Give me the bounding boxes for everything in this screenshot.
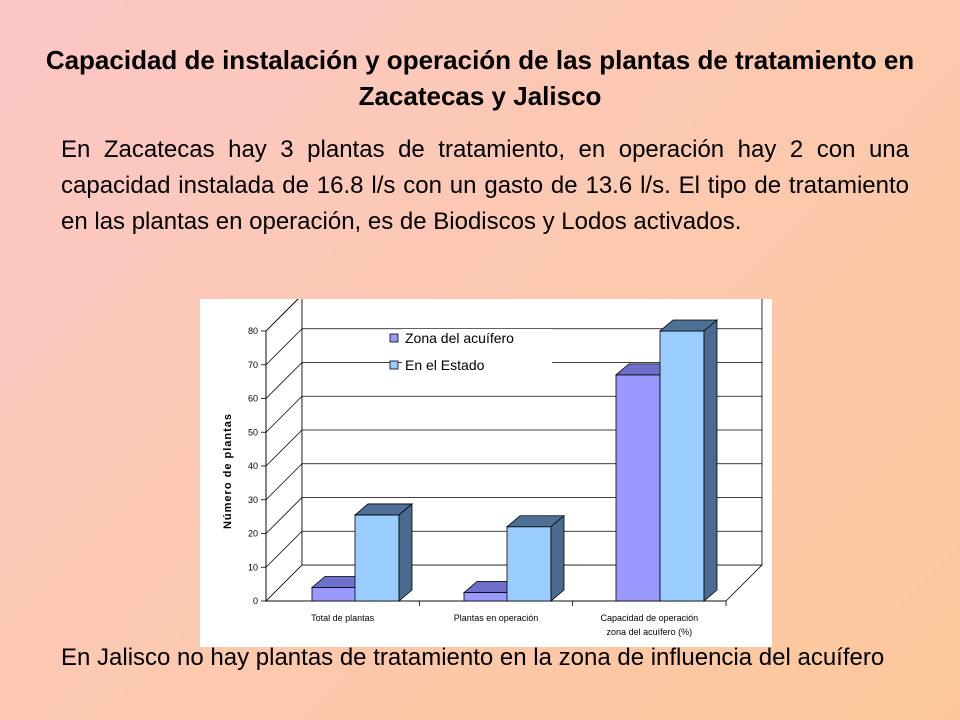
x-category-label: Plantas en operación	[454, 613, 539, 623]
legend-swatch	[389, 360, 399, 370]
x-category-label: Capacidad de operación	[601, 613, 699, 623]
gridline	[265, 362, 762, 399]
y-tick-label: 20	[248, 529, 258, 539]
y-tick-label: 30	[248, 495, 258, 505]
gridline	[265, 395, 762, 433]
gridline	[265, 429, 762, 467]
chart-side-wall	[265, 299, 303, 602]
y-tick-label: 70	[248, 360, 258, 370]
legend-label: En el Estado	[405, 357, 485, 373]
y-tick-label: 40	[248, 461, 258, 471]
gridline	[265, 497, 762, 534]
gridline	[265, 299, 299, 332]
bar-front	[615, 374, 661, 602]
chart-canvas: 0 10 20 30 40 50 60 70 80 Número de plantas Total …	[222, 299, 763, 637]
bar-front	[311, 587, 357, 602]
gridline	[265, 328, 762, 366]
zacatecas-paragraph: En Zacatecas hay 3 plantas de tratamient…	[61, 136, 909, 235]
y-tick-label: 10	[248, 562, 258, 572]
x-category-label: Total de plantas	[311, 613, 375, 623]
slide-title: Capacidad de instalación y operación de …	[45, 45, 915, 111]
bar-front	[354, 514, 400, 602]
y-tick-label: 0	[253, 596, 258, 606]
legend-bg	[402, 356, 552, 375]
gridline	[265, 530, 762, 568]
y-tick-label: 80	[248, 326, 258, 336]
bar-front	[659, 330, 705, 602]
bar	[505, 514, 566, 602]
bar-front	[506, 526, 552, 602]
bar-chart: 0 10 20 30 40 50 60 70 80 Número de plantas Total …	[200, 299, 772, 647]
legend-entry: En el Estado	[389, 356, 552, 375]
bar-side	[550, 514, 565, 602]
y-axis-title: Número de plantas	[222, 413, 234, 529]
y-tick-label: 50	[248, 427, 258, 437]
bar-side	[703, 319, 718, 602]
bar-side	[398, 503, 413, 602]
y-tick-label: 60	[248, 394, 258, 404]
x-category-label: zona del acuífero (%)	[607, 627, 693, 637]
gridline	[265, 463, 762, 501]
bar-front	[463, 592, 509, 602]
legend-swatch	[389, 333, 399, 343]
legend-label: Zona del acuífero	[405, 330, 514, 346]
jalisco-paragraph: En Jalisco no hay plantas de tratamiento…	[61, 644, 885, 671]
legend-bg	[402, 329, 552, 348]
bar	[658, 319, 719, 602]
legend-entry: Zona del acuífero	[389, 329, 552, 348]
bar	[353, 503, 414, 602]
